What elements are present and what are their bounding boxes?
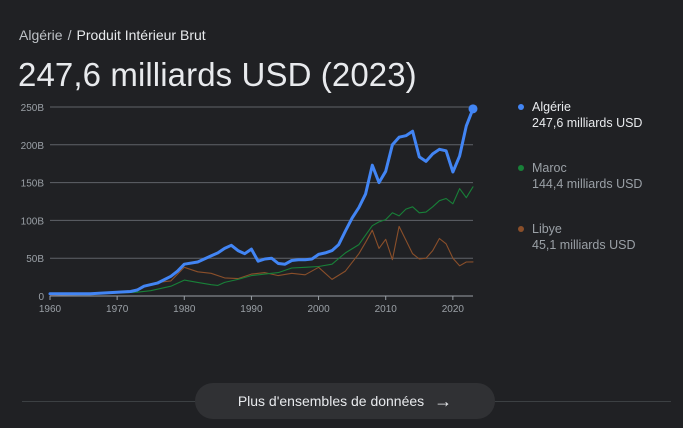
series-line-algérie bbox=[48, 107, 475, 296]
legend-item-maroc[interactable]: Maroc 144,4 milliards USD bbox=[518, 160, 678, 192]
more-datasets-button[interactable]: Plus d'ensembles de données → bbox=[195, 383, 495, 419]
breadcrumb-country-link[interactable]: Algérie bbox=[19, 27, 63, 43]
headline-value: 247,6 milliards USD (2023) bbox=[18, 56, 417, 93]
legend-name-libye: Libye bbox=[532, 222, 562, 236]
legend-name-maroc: Maroc bbox=[532, 161, 567, 175]
legend-name-algerie: Algérie bbox=[532, 100, 571, 114]
legend-value-maroc: 144,4 milliards USD bbox=[532, 177, 643, 191]
y-tick-label: 50B bbox=[26, 254, 44, 265]
series-line-maroc bbox=[49, 186, 474, 296]
x-tick-label: 2000 bbox=[307, 304, 330, 315]
x-tick-label: 1960 bbox=[39, 304, 62, 315]
y-tick-label: 150B bbox=[21, 179, 45, 190]
x-tick-label: 2010 bbox=[375, 304, 398, 315]
legend-dot-maroc bbox=[518, 165, 524, 171]
breadcrumb: Algérie / Produit Intérieur Brut bbox=[19, 27, 206, 43]
breadcrumb-indicator: Produit Intérieur Brut bbox=[76, 27, 206, 43]
x-tick-label: 1980 bbox=[173, 304, 196, 315]
breadcrumb-separator: / bbox=[67, 27, 72, 43]
x-tick-label: 1970 bbox=[106, 304, 129, 315]
y-tick-label: 0 bbox=[38, 292, 44, 303]
series-endpoint-algerie bbox=[468, 104, 478, 114]
series-line-libye bbox=[49, 225, 474, 296]
more-datasets-label: Plus d'ensembles de données bbox=[237, 393, 425, 409]
legend-dot-libye bbox=[518, 226, 524, 232]
legend-item-libye[interactable]: Libye 45,1 milliards USD bbox=[518, 221, 678, 253]
y-tick-label: 100B bbox=[21, 216, 45, 227]
y-tick-label: 200B bbox=[21, 141, 45, 152]
legend-item-algerie[interactable]: Algérie 247,6 milliards USD bbox=[518, 99, 678, 131]
y-tick-label: 250B bbox=[21, 103, 45, 114]
legend-value-libye: 45,1 milliards USD bbox=[532, 238, 636, 252]
x-tick-label: 1990 bbox=[240, 304, 263, 315]
chart-legend: Algérie 247,6 milliards USD Maroc 144,4 … bbox=[518, 99, 678, 282]
arrow-right-icon: → bbox=[434, 391, 453, 411]
legend-dot-algerie bbox=[518, 104, 524, 110]
legend-value-algerie: 247,6 milliards USD bbox=[532, 116, 643, 130]
x-tick-label: 2020 bbox=[442, 304, 465, 315]
